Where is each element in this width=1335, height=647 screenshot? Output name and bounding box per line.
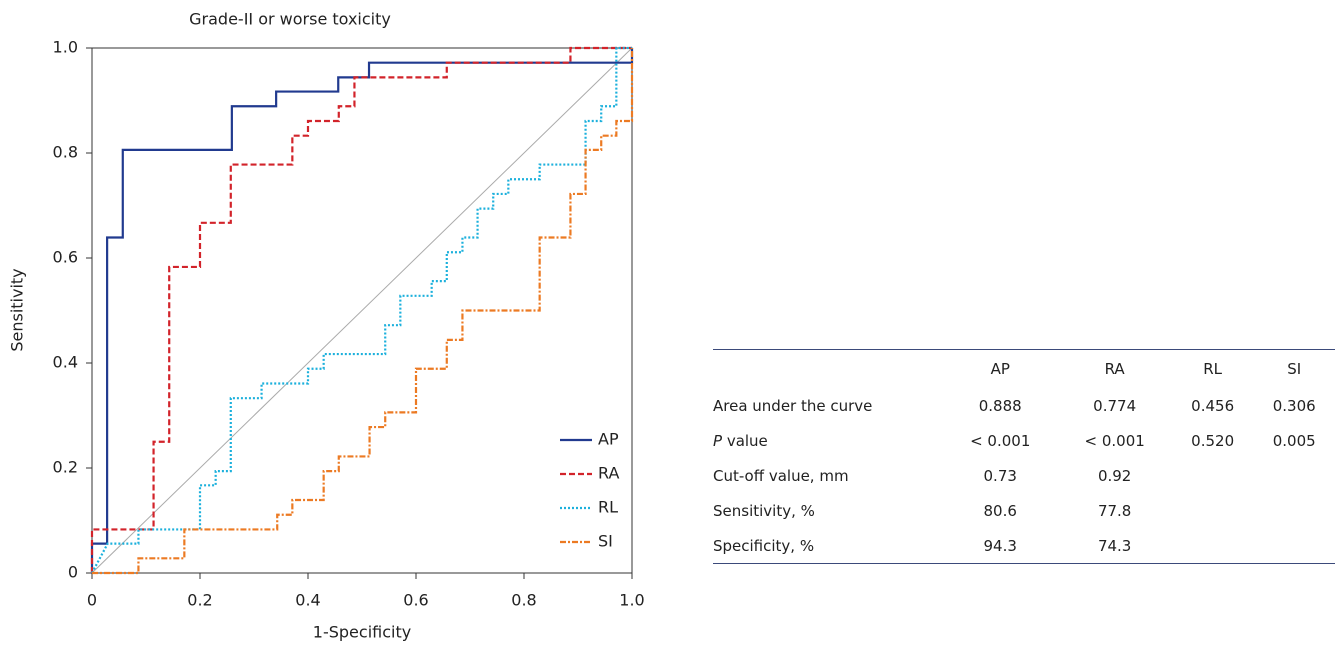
empty-cell — [1172, 528, 1254, 564]
column-header: RA — [1104, 360, 1125, 378]
table-cell: 0.456 — [1191, 396, 1235, 415]
table-cell: 74.3 — [1097, 536, 1132, 555]
legend-label: AP — [598, 430, 619, 449]
x-tick-label: 0.4 — [295, 591, 320, 610]
table-row: Area under the curve 0.888 0.774 0.456 0.306 — [713, 388, 1335, 423]
legend-label: RL — [598, 498, 618, 517]
y-tick-label: 0.4 — [53, 353, 78, 372]
table-cell: 0.92 — [1097, 466, 1132, 485]
stats-table: AP RA RL SI Area under the curve 0.888 0.774 0… — [713, 349, 1335, 564]
plot-frame — [91, 47, 633, 574]
x-tick-label: 0 — [87, 591, 97, 610]
y-tick-label: 0.8 — [53, 143, 78, 162]
roc-curve — [90, 46, 632, 573]
row-label: Sensitivity, % — [713, 501, 815, 520]
x-tick-label: 1.0 — [619, 591, 644, 610]
y-tick-label: 0.6 — [53, 248, 78, 267]
empty-cell — [1172, 493, 1254, 528]
row-label: Specificity, % — [713, 536, 815, 555]
table-cell: 0.520 — [1191, 431, 1235, 450]
empty-cell — [1253, 493, 1335, 528]
table-cell: 0.73 — [983, 466, 1017, 485]
x-tick-label: 0.2 — [187, 591, 212, 610]
chart: Grade-II or worse toxicity 1-Specificity… — [8, 10, 645, 642]
x-tick-label: 0.6 — [403, 591, 428, 610]
empty-cell — [1253, 458, 1335, 493]
header-blank — [713, 350, 943, 389]
column-header: RL — [1203, 360, 1223, 378]
header-row: AP RA RL SI — [713, 349, 1335, 389]
table-cell: 0.888 — [978, 396, 1022, 415]
table-row: Sensitivity, % 80.6 77.8 — [713, 493, 1335, 528]
chart-title: Grade-II or worse toxicity — [189, 10, 391, 29]
roc-curve — [90, 48, 634, 573]
table-cell: 0.005 — [1272, 431, 1316, 450]
table-row: Specificity, % 94.3 74.3 — [713, 528, 1335, 564]
column-header: SI — [1287, 360, 1302, 378]
roc-curve — [92, 48, 634, 575]
empty-cell — [1253, 528, 1335, 564]
x-tick-label: 0.8 — [511, 591, 536, 610]
roc-curve — [91, 46, 632, 574]
table-cell: 80.6 — [983, 501, 1017, 520]
column-header: AP — [990, 360, 1010, 378]
table-row: Cut-off value, mm 0.73 0.92 — [713, 458, 1335, 493]
table-cell: 0.306 — [1272, 396, 1316, 415]
row-label: Area under the curve — [713, 396, 873, 415]
table-cell: 77.8 — [1097, 501, 1132, 520]
row-label: Cut-off value, mm — [713, 466, 849, 485]
legend-label: RA — [598, 464, 619, 483]
table-cell: < 0.001 — [1084, 431, 1145, 450]
y-tick-label: 0.2 — [53, 458, 78, 477]
table-cell: 94.3 — [983, 536, 1017, 555]
row-label: P value — [713, 431, 768, 450]
y-tick-label: 0 — [68, 563, 78, 582]
table-cell: < 0.001 — [970, 431, 1031, 450]
reference-diagonal — [91, 47, 633, 574]
y-axis-label: Sensitivity — [8, 268, 27, 351]
table-cell: 0.774 — [1093, 396, 1137, 415]
empty-cell — [1172, 458, 1254, 493]
y-tick-label: 1.0 — [53, 38, 78, 57]
legend-label: SI — [598, 532, 613, 551]
x-axis-label: 1-Specificity — [313, 623, 411, 642]
table-row: P value < 0.001 < 0.001 0.520 0.005 — [713, 423, 1335, 458]
